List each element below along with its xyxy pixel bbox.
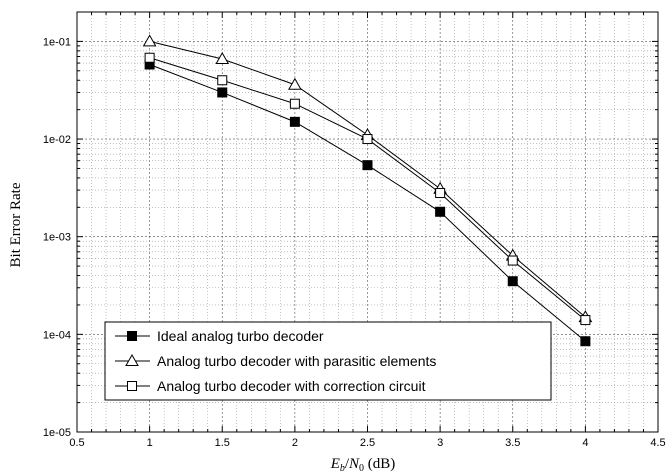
open-triangle-marker (142, 34, 157, 47)
series-3 (144, 52, 591, 326)
open-square-marker (362, 134, 373, 145)
axis-ticks: 0.5 1 1.5 2 2.5 3 3.5 4 4.5 1e-01 1e-02 1e-03 1e-04 1… (43, 11, 666, 449)
x-tick-label: 2 (292, 437, 298, 449)
legend-item: Analog turbo decoder with parasitic elem… (115, 353, 436, 369)
legend-box (104, 321, 552, 401)
filled-square-marker (435, 206, 446, 217)
y-tick-label: 1e-03 (43, 232, 71, 244)
x-tick-label: 2.5 (360, 437, 375, 449)
open-triangle-marker (288, 77, 302, 90)
legend: Ideal analog turbo decoder Analog turbo d… (104, 321, 552, 401)
open-square-marker (217, 75, 228, 86)
series-line (149, 64, 586, 342)
x-tick-label: 3.5 (505, 437, 520, 449)
open-triangle-marker (215, 52, 230, 65)
series-1 (144, 59, 591, 347)
open-square-marker (580, 315, 591, 326)
y-tick-label: 1e-05 (43, 427, 71, 439)
legend-label: Analog turbo decoder with parasitic elem… (157, 353, 436, 369)
open-square-marker (507, 255, 518, 266)
filled-square-marker (580, 336, 591, 347)
open-square-marker (289, 98, 300, 109)
x-tick-label: 1.5 (215, 437, 230, 449)
series-line (149, 40, 586, 318)
y-tick-label: 1e-02 (43, 134, 71, 146)
filled-square-marker (362, 160, 373, 171)
open-square-marker (144, 52, 155, 63)
y-tick-label: 1e-01 (43, 36, 71, 48)
legend-label: Analog turbo decoder with correction cir… (157, 378, 426, 394)
x-tick-label: 4.5 (650, 437, 665, 449)
filled-square-marker (217, 87, 228, 98)
x-axis-label: Eb/N0 (dB) (330, 456, 396, 472)
legend-item: Ideal analog turbo decoder (115, 328, 324, 344)
filled-square-marker (507, 276, 518, 287)
open-square-marker (435, 188, 446, 199)
series-2 (142, 34, 593, 323)
x-tick-label: 1 (147, 437, 153, 449)
y-axis-label: Bit Error Rate (8, 182, 24, 267)
x-tick-label: 0.5 (69, 437, 84, 449)
filled-square-marker (127, 331, 137, 341)
x-tick-label: 4 (582, 437, 588, 449)
legend-label: Ideal analog turbo decoder (157, 328, 324, 344)
open-triangle-marker (125, 353, 139, 366)
open-square-marker (127, 381, 137, 391)
filled-square-marker (289, 116, 300, 127)
y-tick-label: 1e-04 (43, 329, 71, 341)
x-tick-label: 3 (437, 437, 443, 449)
series-layer (142, 34, 593, 347)
legend-item: Analog turbo decoder with correction cir… (115, 378, 426, 394)
